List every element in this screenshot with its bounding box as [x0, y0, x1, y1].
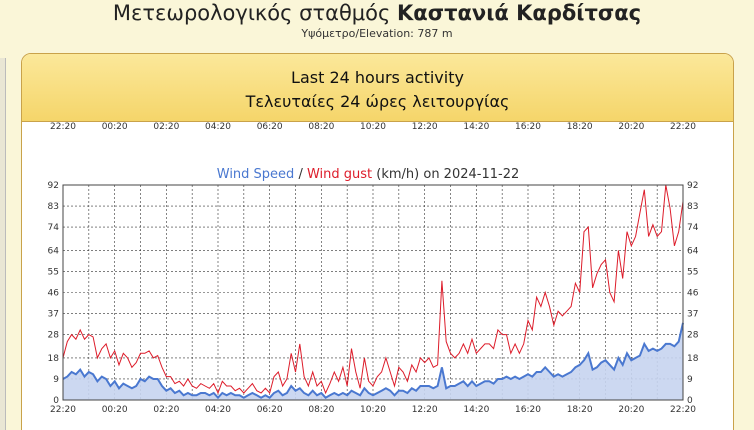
x-tick-label: 18:20	[567, 405, 593, 415]
top-axis-tick-label: 04:20	[205, 122, 231, 132]
x-tick-label: 00:20	[102, 405, 128, 415]
y-tick-label-right: 9	[687, 375, 693, 385]
chart-title-speed: Wind Speed	[217, 167, 295, 182]
y-tick-label-left: 64	[48, 246, 60, 256]
panel-title-en: Last 24 hours activity	[291, 68, 464, 87]
top-axis-tick-label: 22:20	[50, 122, 76, 132]
y-tick-label-right: 74	[687, 223, 699, 233]
station-name: Καστανιά Καρδίτσας	[397, 1, 642, 25]
top-axis-tick-label: 12:20	[412, 122, 438, 132]
y-tick-label-right: 83	[687, 202, 698, 212]
chart-title-rest: (km/h) on 2024-11-22	[372, 167, 519, 182]
chart-title: Wind Speed / Wind gust (km/h) on 2024-11…	[217, 167, 520, 182]
chart-title-separator: /	[294, 167, 307, 182]
y-tick-label-left: 46	[48, 289, 60, 299]
station-prefix: Μετεωρολογικός σταθμός	[112, 1, 398, 25]
x-tick-label: 22:20	[50, 405, 76, 415]
y-tick-label-left: 18	[48, 354, 60, 364]
x-tick-label: 08:20	[308, 405, 334, 415]
top-axis-tick-label: 22:20	[670, 122, 696, 132]
plot-frame	[62, 184, 684, 401]
y-tick-label-left: 28	[48, 331, 60, 341]
x-tick-label: 16:20	[515, 405, 541, 415]
x-tick-label: 06:20	[257, 405, 283, 415]
elevation-label: Υψόμετρο/Elevation: 787 m	[301, 27, 453, 40]
y-tick-label-right: 92	[687, 181, 698, 191]
y-tick-label-left: 55	[48, 267, 59, 277]
y-tick-label-right: 55	[687, 267, 698, 277]
y-tick-label-left: 92	[48, 181, 59, 191]
panel-title-gr: Τελευταίες 24 ώρες λειτουργίας	[245, 92, 510, 111]
top-axis-tick-label: 08:20	[308, 122, 334, 132]
x-tick-label: 14:20	[463, 405, 489, 415]
top-axis-tick-label: 10:20	[360, 122, 386, 132]
y-tick-label-left: 0	[53, 396, 59, 406]
chart-title-gust: Wind gust	[307, 167, 372, 182]
top-axis-tick-label: 16:20	[515, 122, 541, 132]
x-tick-label: 02:20	[153, 405, 179, 415]
y-tick-label-right: 37	[687, 310, 698, 320]
y-tick-label-right: 64	[687, 246, 699, 256]
title-bar: Μετεωρολογικός σταθμός Καστανιά Καρδίτσα…	[0, 0, 754, 40]
y-tick-label-right: 46	[687, 289, 699, 299]
top-axis-tick-label: 14:20	[463, 122, 489, 132]
top-axis-tick-label: 20:20	[618, 122, 644, 132]
x-tick-label: 10:20	[360, 405, 386, 415]
x-tick-label: 04:20	[205, 405, 231, 415]
y-tick-label-left: 74	[48, 223, 60, 233]
y-tick-label-left: 9	[53, 375, 59, 385]
station-title: Μετεωρολογικός σταθμός Καστανιά Καρδίτσα…	[0, 1, 754, 25]
y-tick-label-right: 0	[687, 396, 693, 406]
top-axis-tick-label: 00:20	[102, 122, 128, 132]
x-tick-label: 22:20	[670, 405, 696, 415]
wind-gust-line	[62, 184, 684, 395]
x-tick-label: 12:20	[412, 405, 438, 415]
wind-speed-line	[62, 322, 684, 400]
wind-speed-area	[63, 322, 683, 400]
top-axis-tick-label: 18:20	[567, 122, 593, 132]
y-tick-label-left: 37	[48, 310, 59, 320]
top-axis-tick-label: 06:20	[257, 122, 283, 132]
top-axis-tick-label: 02:20	[153, 122, 179, 132]
panel-header: Last 24 hours activity Τελευταίες 24 ώρε…	[22, 54, 733, 122]
y-tick-label-left: 83	[48, 202, 59, 212]
x-tick-label: 20:20	[618, 405, 644, 415]
y-tick-label-right: 18	[687, 354, 699, 364]
y-tick-label-right: 28	[687, 331, 699, 341]
left-side-strip	[0, 58, 6, 430]
